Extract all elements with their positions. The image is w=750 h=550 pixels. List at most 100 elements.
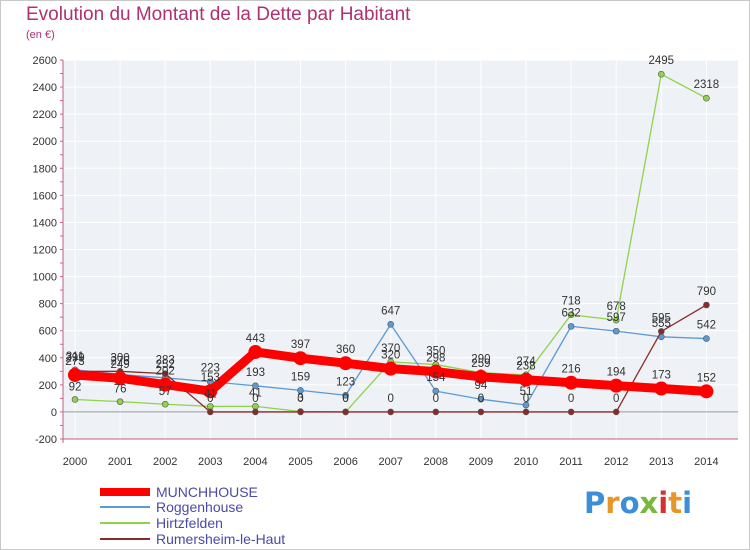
data-label: 223 bbox=[201, 363, 220, 375]
data-label: 94 bbox=[475, 380, 488, 392]
data-label: 678 bbox=[607, 301, 626, 313]
data-point bbox=[612, 327, 620, 335]
logo-letter: o bbox=[619, 486, 640, 520]
x-tick-label: 2006 bbox=[333, 456, 357, 468]
data-label: 597 bbox=[607, 312, 626, 324]
data-label: 790 bbox=[697, 286, 716, 298]
data-label: 202 bbox=[156, 366, 175, 378]
x-tick-label: 2002 bbox=[153, 456, 177, 468]
legend-swatch-rumersheim bbox=[100, 538, 150, 540]
data-point bbox=[609, 378, 624, 393]
y-tick-label: 2000 bbox=[33, 136, 57, 148]
logo-letter: P bbox=[584, 486, 606, 520]
logo-letter: x bbox=[639, 486, 659, 520]
data-point bbox=[338, 356, 353, 371]
x-tick-label: 2004 bbox=[243, 456, 267, 468]
axes: -200020040060080010001200140016001800200… bbox=[33, 55, 738, 468]
data-label: 0 bbox=[342, 393, 348, 405]
data-point bbox=[342, 391, 349, 399]
data-label: 57 bbox=[159, 386, 172, 398]
data-label: 276 bbox=[111, 356, 130, 368]
data-point bbox=[383, 361, 398, 376]
data-label: 0 bbox=[613, 393, 619, 405]
data-labels: 273 249 202 153 443 397 360 320 298 259 238 216 194 1… bbox=[65, 55, 719, 405]
data-label: 0 bbox=[433, 393, 439, 405]
data-point bbox=[567, 323, 575, 330]
data-label: 0 bbox=[387, 393, 393, 405]
data-point bbox=[203, 384, 218, 399]
chart-subtitle: (en €) bbox=[26, 29, 55, 41]
data-point bbox=[657, 328, 665, 335]
data-label: 41 bbox=[204, 388, 217, 400]
data-label: 298 bbox=[426, 353, 445, 365]
data-label: 238 bbox=[516, 361, 535, 373]
data-label: 3 bbox=[297, 393, 303, 405]
data-point bbox=[161, 400, 169, 408]
data-label: 153 bbox=[201, 372, 220, 384]
chart-title: Evolution du Montant de la Dette par Hab… bbox=[26, 4, 411, 25]
data-label: 320 bbox=[381, 350, 400, 362]
x-tick-label: 2014 bbox=[694, 456, 718, 468]
data-label: 173 bbox=[652, 370, 671, 382]
x-tick-label: 2009 bbox=[469, 456, 493, 468]
legend-label-munchhouse: MUNCHHOUSE bbox=[156, 484, 258, 500]
y-tick-label: 1000 bbox=[33, 272, 57, 284]
y-tick-label: 1600 bbox=[33, 190, 57, 202]
data-label: 76 bbox=[114, 384, 127, 396]
data-label: 2495 bbox=[649, 55, 675, 67]
x-tick-label: 2005 bbox=[288, 456, 312, 468]
x-tick-label: 2013 bbox=[649, 456, 673, 468]
data-point bbox=[432, 408, 440, 416]
x-tick-label: 2000 bbox=[63, 456, 87, 468]
data-label: 299 bbox=[65, 352, 84, 364]
legend-swatch-roggenhouse bbox=[100, 506, 150, 508]
data-label: 350 bbox=[426, 346, 445, 358]
data-point bbox=[387, 321, 395, 328]
x-tick-label: 2010 bbox=[514, 456, 538, 468]
data-point bbox=[654, 381, 669, 396]
data-label: 92 bbox=[69, 381, 82, 393]
legend-label-roggenhouse: Roggenhouse bbox=[156, 499, 244, 515]
data-point bbox=[703, 94, 710, 102]
data-label: 0 bbox=[297, 393, 303, 405]
y-tick-label: 2400 bbox=[33, 82, 57, 94]
data-label: 542 bbox=[697, 320, 716, 332]
y-tick-label: -200 bbox=[35, 434, 57, 446]
data-point bbox=[657, 70, 665, 78]
data-point bbox=[116, 398, 124, 405]
data-point bbox=[473, 369, 488, 384]
data-label: 259 bbox=[471, 358, 490, 370]
y-tick-label: 0 bbox=[51, 407, 57, 419]
data-label: 249 bbox=[111, 359, 130, 371]
data-label: 194 bbox=[607, 367, 627, 379]
data-label: 632 bbox=[562, 307, 581, 319]
data-label: 290 bbox=[471, 354, 490, 366]
data-point bbox=[567, 311, 575, 319]
data-point bbox=[477, 408, 485, 416]
y-tick-label: 200 bbox=[39, 380, 57, 392]
data-point bbox=[567, 408, 575, 416]
x-tick-label: 2011 bbox=[559, 456, 583, 468]
logo-letter: i bbox=[682, 486, 693, 520]
y-tick-label: 1200 bbox=[33, 245, 57, 257]
data-point bbox=[158, 377, 173, 392]
y-tick-label: 800 bbox=[39, 299, 57, 311]
data-label: 0 bbox=[523, 393, 529, 405]
data-point bbox=[252, 408, 259, 416]
data-label: 274 bbox=[516, 356, 536, 368]
data-point bbox=[113, 371, 128, 386]
x-tick-label: 2007 bbox=[378, 456, 402, 468]
x-tick-label: 2003 bbox=[198, 456, 222, 468]
x-tick-label: 2008 bbox=[424, 456, 448, 468]
data-label: 216 bbox=[562, 364, 581, 376]
data-point bbox=[519, 372, 533, 387]
legend-swatch-hirtzfelden bbox=[100, 522, 150, 524]
data-label: 0 bbox=[342, 393, 348, 405]
data-label: 300 bbox=[111, 352, 130, 364]
data-label: 51 bbox=[520, 386, 533, 398]
data-point bbox=[252, 382, 259, 390]
data-label: 0 bbox=[478, 393, 484, 405]
data-point bbox=[71, 396, 79, 403]
data-label: 252 bbox=[156, 359, 175, 371]
